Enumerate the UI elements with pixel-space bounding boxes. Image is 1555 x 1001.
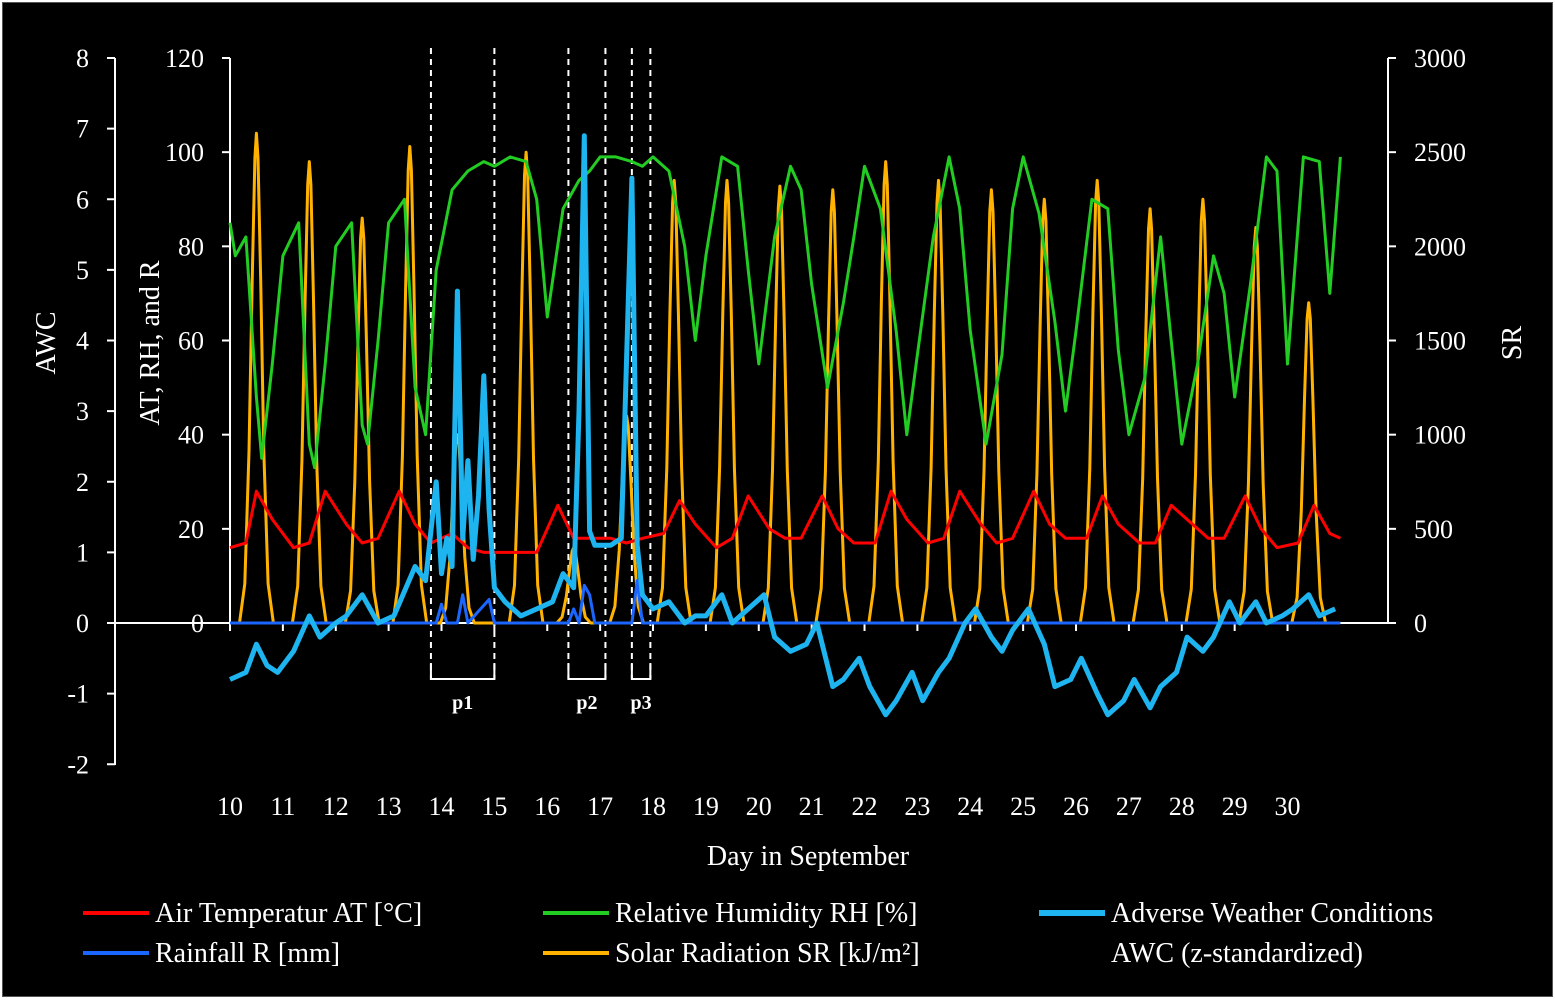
series-line-air-temperature <box>229 489 1342 554</box>
period-markers: p1 p2 p3 <box>429 48 652 714</box>
series-line-solar-radiation <box>238 131 1328 625</box>
x-tick-label: 30 <box>1275 792 1301 821</box>
mid-axis-title: AT, RH, and R <box>135 260 166 425</box>
x-tick-label: 14 <box>429 792 455 821</box>
period-label: p1 <box>452 692 473 714</box>
x-tick-label: 27 <box>1116 792 1142 821</box>
x-tick-label: 25 <box>1010 792 1036 821</box>
legend-label-rain: Rainfall R [mm] <box>155 938 340 969</box>
legend-label-rh: Relative Humidity RH [%] <box>615 898 918 929</box>
left-tick-label: 4 <box>76 327 89 356</box>
x-tick-label: 26 <box>1063 792 1089 821</box>
series-line-rainfall <box>230 579 1341 625</box>
left-tick-label: 5 <box>76 256 89 285</box>
period-label: p2 <box>576 692 597 714</box>
right-tick-label: 1000 <box>1414 421 1466 450</box>
left-tick-label: 2 <box>76 468 89 497</box>
series-line-awc <box>228 133 1337 718</box>
x-tick-label: 15 <box>481 792 507 821</box>
legend-label-awc: Adverse Weather Conditions <box>1111 898 1433 929</box>
right-axis-title: SR <box>1497 326 1528 361</box>
period-label: p3 <box>631 692 652 714</box>
period-bracket <box>567 663 607 680</box>
left-axis-title: AWC <box>31 311 62 374</box>
axes-layer <box>107 57 1396 766</box>
period-bracket <box>429 663 496 680</box>
legend: Air Temperatur AT [°C] Relative Humidity… <box>83 898 1433 969</box>
x-axis-title: Day in September <box>707 841 910 872</box>
mid-tick-label: 100 <box>165 138 204 167</box>
x-tick-label: 13 <box>376 792 402 821</box>
mid-tick-label: 80 <box>178 232 204 261</box>
right-tick-label: 500 <box>1414 515 1453 544</box>
x-tick-label: 20 <box>746 792 772 821</box>
chart-svg: p1 p2 p3 -2-101234567802040608010012005001… <box>31 44 1528 969</box>
left-tick-label: 6 <box>76 185 89 214</box>
left-tick-label: 0 <box>76 609 89 638</box>
right-tick-label: 2000 <box>1414 232 1466 261</box>
left-tick-label: 3 <box>76 397 89 426</box>
x-tick-label: 16 <box>534 792 560 821</box>
left-tick-label: 1 <box>76 538 89 567</box>
legend-label-awc-line2: AWC (z-standardized) <box>1111 938 1363 969</box>
x-tick-label: 17 <box>587 792 613 821</box>
period-bracket <box>630 663 652 680</box>
left-tick-label: -1 <box>67 680 89 709</box>
mid-tick-label: 20 <box>178 515 204 544</box>
tick-labels: -2-1012345678020406080100120050010001500… <box>67 44 1466 821</box>
x-tick-label: 18 <box>640 792 666 821</box>
left-tick-label: 7 <box>76 115 89 144</box>
x-tick-label: 12 <box>323 792 349 821</box>
x-tick-label: 23 <box>904 792 930 821</box>
legend-label-at: Air Temperatur AT [°C] <box>155 898 422 929</box>
x-tick-label: 24 <box>957 792 983 821</box>
left-tick-label: -2 <box>67 750 89 779</box>
mid-tick-label: 60 <box>178 327 204 356</box>
left-tick-label: 8 <box>76 44 89 73</box>
x-tick-label: 10 <box>217 792 243 821</box>
right-tick-label: 1500 <box>1414 327 1466 356</box>
right-tick-label: 3000 <box>1414 44 1466 73</box>
right-tick-label: 0 <box>1414 609 1427 638</box>
x-tick-label: 11 <box>270 792 295 821</box>
mid-tick-label: 0 <box>191 609 204 638</box>
series-line-relative-humidity <box>228 155 1342 470</box>
x-tick-label: 22 <box>852 792 878 821</box>
x-tick-label: 19 <box>693 792 719 821</box>
x-tick-label: 29 <box>1222 792 1248 821</box>
mid-tick-label: 40 <box>178 421 204 450</box>
series-layer <box>228 131 1342 718</box>
x-tick-label: 28 <box>1169 792 1195 821</box>
right-tick-label: 2500 <box>1414 138 1466 167</box>
mid-tick-label: 120 <box>165 44 204 73</box>
legend-label-sr: Solar Radiation SR [kJ/m²] <box>615 938 920 969</box>
x-tick-label: 21 <box>799 792 825 821</box>
